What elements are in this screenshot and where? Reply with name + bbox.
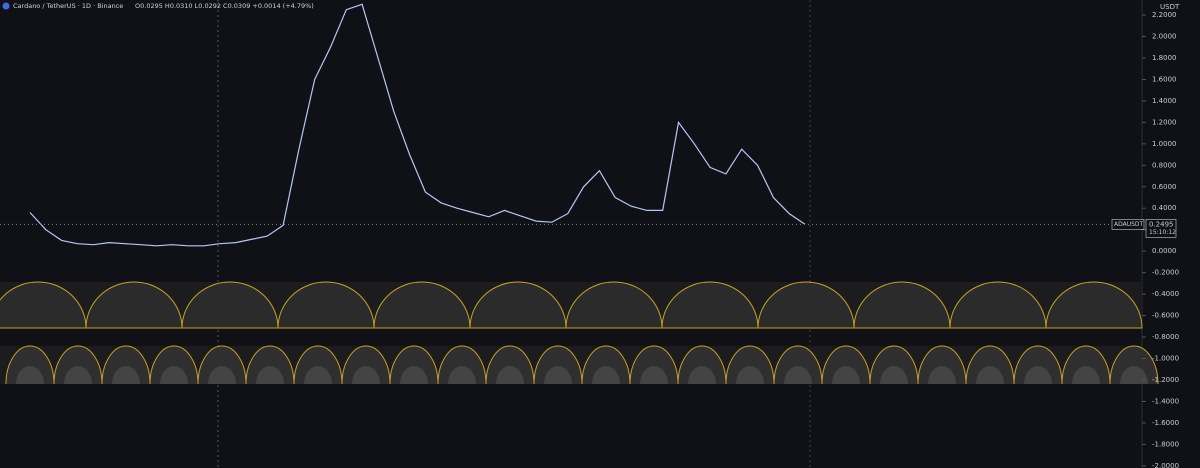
y-tick-label: 0.6000: [1152, 183, 1177, 191]
y-tick-label: -0.2000: [1152, 269, 1179, 277]
arc: [5, 345, 55, 385]
countdown: 15:10:12: [1149, 229, 1176, 236]
y-tick-label: 0.0000: [1152, 247, 1177, 255]
symbol-tag-label: ADAUSDT: [1114, 221, 1144, 228]
arc: [197, 345, 247, 385]
arc: [832, 366, 860, 384]
symbol-icon: [2, 2, 10, 10]
price-tag-label: 0.2495: [1149, 220, 1174, 228]
y-tick-label: 1.2000: [1152, 118, 1177, 126]
y-tick-label: -1.2000: [1152, 376, 1179, 384]
arc: [917, 345, 967, 385]
arc: [256, 366, 284, 384]
arc: [400, 366, 428, 384]
y-tick-label: 1.4000: [1152, 97, 1177, 105]
arc: [533, 345, 583, 385]
arc: [277, 281, 375, 329]
y-tick-label: -1.6000: [1152, 419, 1179, 427]
arc: [592, 366, 620, 384]
arc: [869, 345, 919, 385]
arc: [661, 281, 759, 329]
arc: [976, 366, 1004, 384]
arc: [208, 366, 236, 384]
y-tick-label: -0.8000: [1152, 333, 1179, 341]
arc: [0, 281, 87, 329]
arc: [880, 366, 908, 384]
y-tick-label: 2.0000: [1152, 32, 1177, 40]
arc: [757, 281, 855, 329]
arc: [352, 366, 380, 384]
arc: [485, 345, 535, 385]
arc: [245, 345, 295, 385]
y-tick-label: 1.8000: [1152, 54, 1177, 62]
arc: [85, 281, 183, 329]
arc: [640, 366, 668, 384]
arc: [688, 366, 716, 384]
arc: [101, 345, 151, 385]
arc: [736, 366, 764, 384]
arc: [677, 345, 727, 385]
arc: [181, 281, 279, 329]
arc: [160, 366, 188, 384]
arc: [149, 345, 199, 385]
arc: [373, 281, 471, 329]
y-tick-label: -1.4000: [1152, 397, 1179, 405]
y-tick-label: -0.4000: [1152, 290, 1179, 298]
arc: [773, 345, 823, 385]
arc: [965, 345, 1015, 385]
arc: [341, 345, 391, 385]
arc: [1120, 366, 1148, 384]
arc: [725, 345, 775, 385]
arc: [1013, 345, 1063, 385]
arc: [928, 366, 956, 384]
y-tick-label: 1.6000: [1152, 75, 1177, 83]
arc: [853, 281, 951, 329]
y-tick-label: -1.8000: [1152, 440, 1179, 448]
arc: [293, 345, 343, 385]
arc: [448, 366, 476, 384]
arc: [389, 345, 439, 385]
y-tick-label: -2.0000: [1152, 462, 1179, 468]
arc: [1061, 345, 1111, 385]
arc: [581, 345, 631, 385]
arc: [469, 281, 567, 329]
symbol-title[interactable]: Cardano / TetherUS · 1D · Binance: [13, 2, 123, 10]
symbol-tag: [1111, 219, 1145, 230]
y-tick-label: -1.0000: [1152, 355, 1179, 363]
price-tag: [1145, 219, 1177, 238]
arc: [629, 345, 679, 385]
arc: [1024, 366, 1052, 384]
arc: [437, 345, 487, 385]
indicator-panels: [0, 281, 1159, 385]
y-tick-label: 2.2000: [1152, 11, 1177, 19]
arc: [496, 366, 524, 384]
ohlc-readout: O0.0295 H0.0310 L0.0292 C0.0309 +0.0014 …: [135, 2, 314, 10]
currency[interactable]: USDT: [1160, 3, 1180, 11]
arc: [64, 366, 92, 384]
arc: [16, 366, 44, 384]
y-tick-label: 0.8000: [1152, 161, 1177, 169]
arc: [1109, 345, 1159, 385]
y-tick-label: 0.4000: [1152, 204, 1177, 212]
arc: [544, 366, 572, 384]
arc: [784, 366, 812, 384]
y-tick-label: -0.6000: [1152, 312, 1179, 320]
arc: [304, 366, 332, 384]
arc: [1045, 281, 1143, 329]
price-line: [29, 3, 806, 247]
y-tick-label: 1.0000: [1152, 140, 1177, 148]
arc: [1072, 366, 1100, 384]
arc: [565, 281, 663, 329]
arc: [821, 345, 871, 385]
arc: [949, 281, 1047, 329]
arc: [53, 345, 103, 385]
arc: [112, 366, 140, 384]
